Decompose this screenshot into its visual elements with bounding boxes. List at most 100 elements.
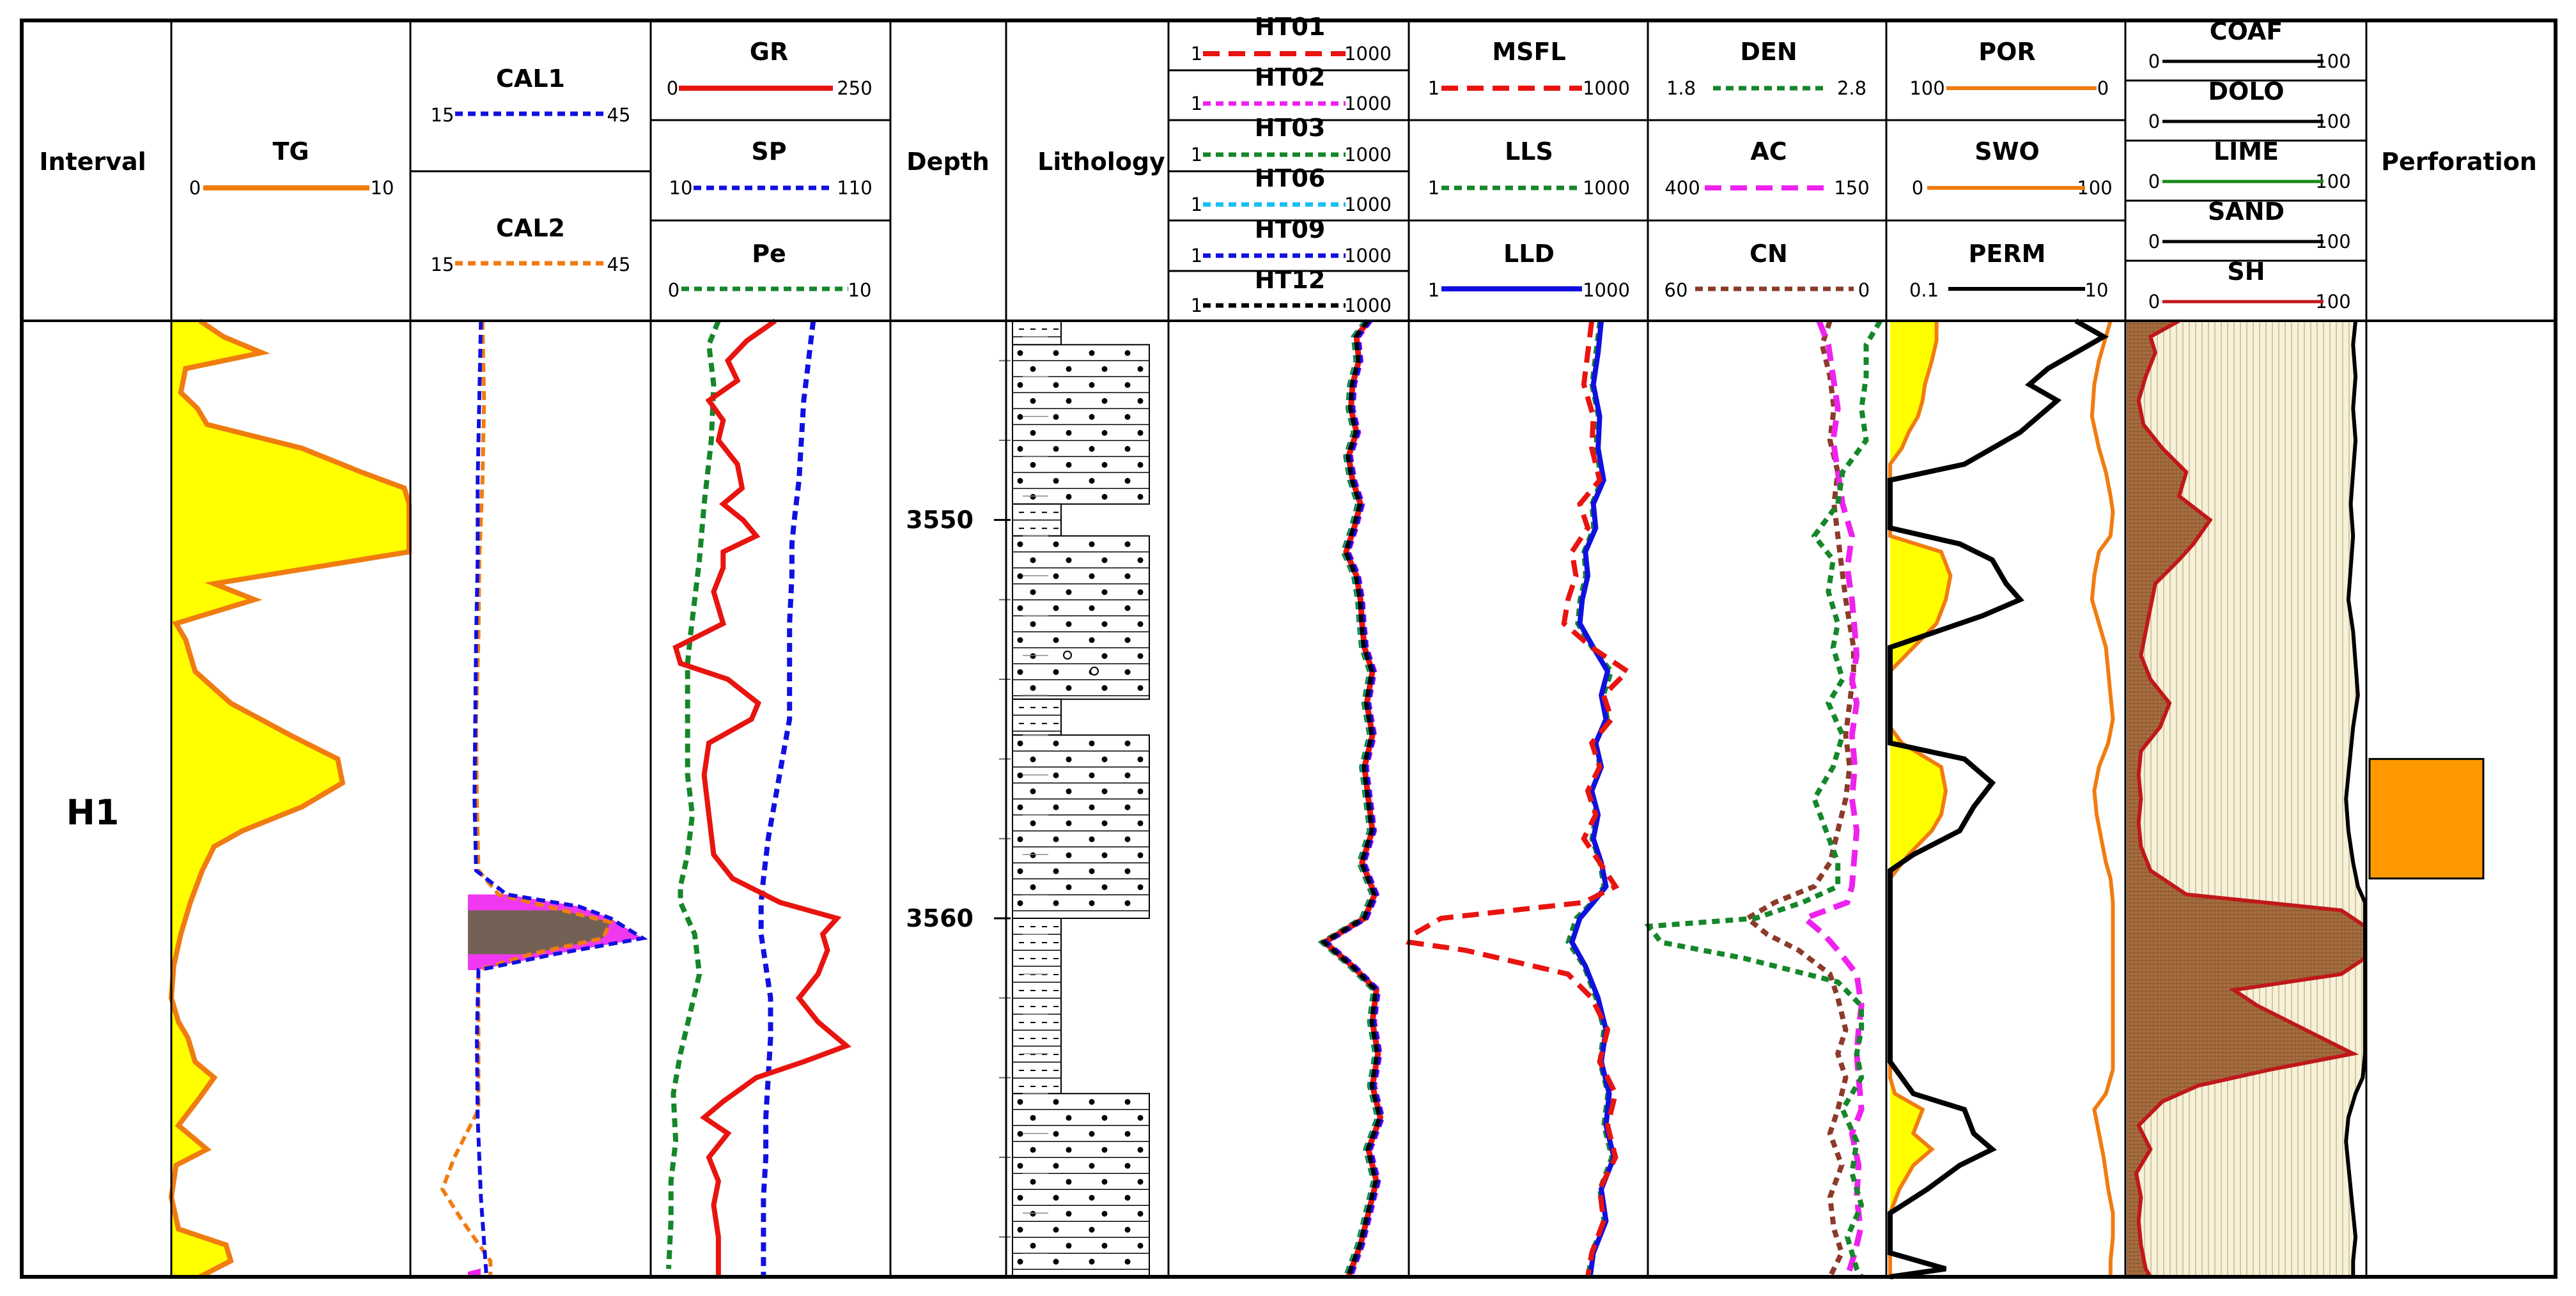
sand-grain — [1124, 900, 1131, 906]
sand-grain — [1101, 852, 1108, 858]
shale-volume-fill — [2127, 321, 2365, 1277]
scale-legend-lines — [203, 51, 2324, 308]
lld-curve — [1569, 320, 1617, 1277]
sand-grain — [1101, 429, 1108, 436]
header-den: DEN — [1740, 38, 1797, 66]
sand-grain — [1066, 884, 1072, 890]
header-dolo: DOLO — [2208, 77, 2284, 105]
sand-grain — [1101, 1115, 1108, 1121]
scale-gr-max: 250 — [837, 77, 872, 99]
scale-cn-min: 60 — [1664, 279, 1688, 301]
sand-grain — [1030, 589, 1036, 596]
header-ht03: HT03 — [1255, 114, 1326, 142]
sand-grain — [1017, 350, 1023, 356]
header-swo: SWO — [1975, 137, 2040, 166]
sand-grain — [1066, 756, 1072, 762]
sand-grain — [1030, 820, 1036, 826]
scale-sand-min: 0 — [2148, 231, 2160, 252]
header-ht06: HT06 — [1255, 164, 1326, 192]
sand-grain — [1017, 772, 1023, 778]
gas-grain — [1090, 667, 1099, 676]
sand-grain — [1089, 868, 1095, 874]
sand-grain — [1030, 621, 1036, 628]
sand-grain — [1030, 884, 1036, 890]
sand-grain — [1101, 1178, 1108, 1185]
depth-ticks: 3550 3560 — [906, 360, 1011, 1238]
sand-grain — [1101, 756, 1108, 762]
sand-grain — [1137, 756, 1144, 762]
sand-grain — [1053, 382, 1059, 388]
ht01-curve — [1319, 319, 1384, 1278]
sand-grain — [1066, 621, 1072, 628]
sand-grain — [1066, 589, 1072, 596]
sand-grain — [1066, 1242, 1072, 1249]
sand-grain — [1089, 350, 1095, 356]
sand-grain — [1066, 366, 1072, 372]
sand-grain — [1030, 756, 1036, 762]
sand-grain — [1089, 541, 1095, 548]
header-lld: LLD — [1503, 240, 1555, 268]
sand-grain — [1066, 429, 1072, 436]
sand-grain — [1017, 1194, 1023, 1201]
sand-grain — [1030, 397, 1036, 404]
sand-grain — [1066, 557, 1072, 564]
sand-grain — [1017, 804, 1023, 810]
scale-den-max: 2.8 — [1837, 77, 1866, 99]
sand-grain — [1137, 653, 1144, 660]
caliper-bottom-fill — [468, 1269, 481, 1277]
header-interval: Interval — [39, 148, 146, 176]
scale-lls-min: 1 — [1428, 177, 1439, 199]
sand-curve — [2344, 320, 2367, 1277]
scale-por-max: 0 — [2097, 77, 2109, 99]
scale-coaf-min: 0 — [2148, 50, 2160, 72]
cn-curve — [1742, 320, 1856, 1278]
sand-grain — [1017, 1162, 1023, 1169]
sand-grain — [1053, 477, 1059, 484]
sand-grain — [1066, 1178, 1072, 1185]
sand-grain — [1124, 637, 1131, 644]
sand-grain — [1066, 397, 1072, 404]
sand-grain — [1066, 1210, 1072, 1217]
sand-grain — [1030, 685, 1036, 691]
scale-ht01-min: 1 — [1191, 43, 1202, 65]
scale-ht12-max: 1000 — [1344, 295, 1392, 316]
scale-ht12-min: 1 — [1191, 295, 1202, 316]
sand-grain — [1017, 413, 1023, 420]
sand-grain — [1137, 788, 1144, 794]
sand-grain — [1066, 788, 1072, 794]
scale-lime-min: 0 — [2148, 171, 2160, 192]
sand-grain — [1124, 477, 1131, 484]
sand-grain — [1137, 461, 1144, 468]
msfl-curve — [1405, 320, 1632, 1277]
matrix-volume-fill — [2346, 321, 2365, 1277]
header-sand: SAND — [2208, 197, 2285, 226]
sand-grain — [1053, 1194, 1059, 1201]
sand-grain — [1017, 740, 1023, 746]
sand-grain — [1124, 605, 1131, 612]
scale-ht03-max: 1000 — [1344, 144, 1392, 166]
sand-grain — [1124, 445, 1131, 452]
header-sp: SP — [751, 137, 786, 166]
sand-grain — [1089, 382, 1095, 388]
sand-grain — [1030, 788, 1036, 794]
sand-grain — [1053, 804, 1059, 810]
sand-grain — [1101, 557, 1108, 564]
scale-swo-min: 0 — [1912, 177, 1923, 199]
header-por: POR — [1978, 38, 2035, 66]
sand-grain — [1066, 1146, 1072, 1153]
sand-grain — [1017, 1226, 1023, 1233]
sand-grain — [1101, 589, 1108, 596]
sand-grain — [1101, 653, 1108, 660]
header-msfl: MSFL — [1492, 38, 1565, 66]
sand-grain — [1017, 573, 1023, 580]
sp-curve — [758, 320, 816, 1277]
sand-grain — [1030, 852, 1036, 858]
sand-grain — [1101, 493, 1108, 500]
sand-grain — [1101, 884, 1108, 890]
header-cal1: CAL1 — [496, 65, 565, 93]
scale-pe-min: 0 — [668, 279, 679, 301]
tg-fill — [171, 321, 409, 1277]
sh-curve — [2134, 319, 2367, 1278]
scale-ht01-max: 1000 — [1344, 43, 1392, 65]
sand-grain — [1089, 772, 1095, 778]
